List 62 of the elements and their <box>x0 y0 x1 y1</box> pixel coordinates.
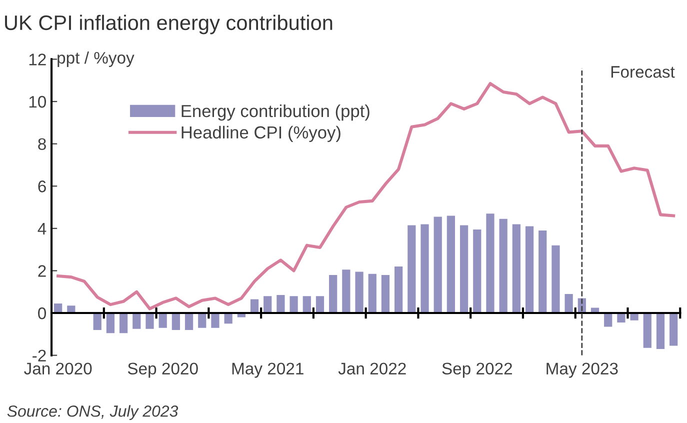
bar <box>342 270 350 314</box>
bar <box>670 313 678 346</box>
ref-line-label: Forecast <box>611 66 675 78</box>
bar <box>656 313 665 349</box>
bar <box>408 225 416 314</box>
bar <box>276 295 285 314</box>
bar <box>172 313 180 330</box>
x-tick-label: May 2021 <box>232 362 304 378</box>
chart-title: UK CPI inflation energy contribution <box>5 14 332 34</box>
bar <box>643 313 652 348</box>
bar <box>486 214 494 314</box>
y-tick-label: 6 <box>38 180 46 192</box>
bar <box>473 229 482 314</box>
bar <box>146 313 154 329</box>
bar <box>158 313 167 328</box>
line-series <box>56 82 676 310</box>
bar <box>132 313 141 329</box>
bar <box>93 313 102 330</box>
bar <box>630 313 638 320</box>
bar <box>368 274 376 314</box>
x-tick-label: May 2023 <box>546 362 618 378</box>
legend-label: Energy contribution (ppt) <box>182 104 370 121</box>
source-note: Source: ONS, July 2023 <box>7 405 178 420</box>
bar <box>316 296 324 314</box>
bar <box>604 313 612 327</box>
y-axis-title: ppt / %yoy <box>58 51 134 67</box>
bar <box>525 226 534 314</box>
bar <box>512 224 520 314</box>
bar <box>499 218 508 314</box>
bar <box>290 296 298 314</box>
y-tick-label: 8 <box>38 138 46 150</box>
y-tick-label: 4 <box>38 222 46 234</box>
y-tick-label: 2 <box>38 265 46 277</box>
bar <box>119 313 128 334</box>
x-tick-label: Sep 2020 <box>128 362 198 378</box>
x-tick-label: Jan 2022 <box>338 362 406 375</box>
y-tick-label: -2 <box>32 350 46 362</box>
bar <box>564 294 573 314</box>
bar <box>264 296 272 314</box>
bar <box>211 313 220 328</box>
bar <box>446 216 456 314</box>
legend-label: Headline CPI (%yoy) <box>182 126 340 142</box>
bar <box>617 313 626 323</box>
bar <box>250 299 259 314</box>
bar <box>434 216 442 314</box>
y-tick-label: 12 <box>29 54 46 66</box>
bar <box>184 313 194 330</box>
bar <box>198 313 206 328</box>
x-tick-label: Jan 2020 <box>24 362 92 375</box>
bar <box>538 230 547 314</box>
bar <box>106 313 115 334</box>
bar <box>420 224 429 314</box>
x-tick-label: Sep 2022 <box>442 362 512 378</box>
bar <box>381 274 390 314</box>
bar <box>552 245 560 314</box>
bar <box>355 272 364 314</box>
bar <box>394 266 403 314</box>
bar <box>302 296 311 314</box>
y-tick-label: 0 <box>38 307 46 320</box>
bar <box>329 274 338 314</box>
bar <box>460 225 468 314</box>
y-tick-label: 10 <box>29 96 46 108</box>
